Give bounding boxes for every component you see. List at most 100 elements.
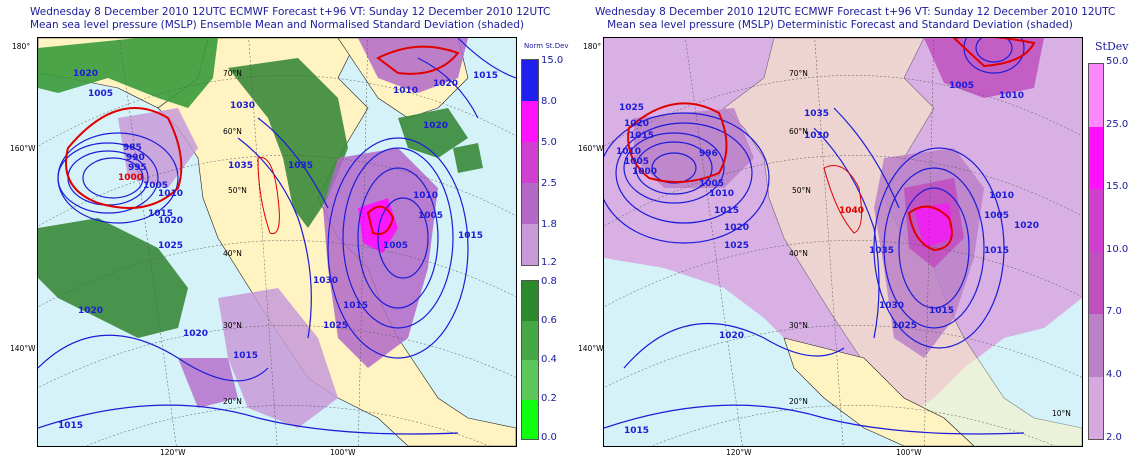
isobar-label: 1020 <box>1014 221 1039 231</box>
isobar-label: 1005 <box>699 179 724 189</box>
left-map-svg: 1020 1005 985 990 995 1000 1005 1010 101… <box>38 38 516 446</box>
isobar-label: 1015 <box>148 209 173 219</box>
colorbar-swatch <box>1089 376 1103 439</box>
right-isobar-labels: 1025 1020 1015 1010 1005 1000 996 1005 1… <box>616 81 1039 436</box>
land-mexico <box>783 337 975 446</box>
isobar-label: 1020 <box>183 329 208 339</box>
colorbar-tick: 1.2 <box>541 257 557 268</box>
isobar-label: 1010 <box>393 86 418 96</box>
left-isobars <box>38 38 516 435</box>
colorbar-swatch <box>1089 189 1103 252</box>
right-panel-title-line2: Mean sea level pressure (MSLP) Determini… <box>607 19 1073 31</box>
lon-label: 180° <box>12 42 31 51</box>
green-shade-5 <box>453 143 483 173</box>
left-map[interactable]: 1020 1005 985 990 995 1000 1005 1010 101… <box>37 37 517 447</box>
colorbar-tick: 0.6 <box>541 315 557 326</box>
colorbar-tick: 4.0 <box>1106 369 1122 380</box>
green-shade-2 <box>228 58 348 228</box>
purple-shade-1 <box>323 148 438 368</box>
right-colorbar <box>1088 63 1104 440</box>
colorbar-swatch <box>522 360 538 400</box>
colorbar-swatch <box>1089 64 1103 127</box>
lon-label: 120°W <box>726 448 752 457</box>
left-graticule <box>38 38 516 446</box>
isobar-label: 1010 <box>999 91 1024 101</box>
isobar-label: 985 <box>123 143 142 153</box>
lat-label: 60°N <box>223 127 242 136</box>
colorbar-swatch <box>522 281 538 321</box>
isobar-label: 1035 <box>228 161 253 171</box>
isobar-label: 1020 <box>158 216 183 226</box>
colorbar-swatch <box>522 320 538 360</box>
lat-label: 50°N <box>228 186 247 195</box>
colorbar-swatch <box>1089 314 1103 377</box>
right-map[interactable]: 1025 1020 1015 1010 1005 1000 996 1005 1… <box>603 37 1083 447</box>
isobar-label: 1025 <box>892 321 917 331</box>
lat-label: 70°N <box>789 69 808 78</box>
right-isobars <box>604 38 1025 435</box>
green-shade-3 <box>38 218 188 338</box>
isobar-label: 1005 <box>624 157 649 167</box>
isobar-label: 1005 <box>383 241 408 251</box>
colorbar-swatch <box>522 60 538 101</box>
colorbar-tick: 15.0 <box>1106 181 1129 192</box>
right-map-svg: 1025 1020 1015 1010 1005 1000 996 1005 1… <box>604 38 1082 446</box>
green-shade-4 <box>398 108 468 158</box>
isobar-label: 1020 <box>433 79 458 89</box>
purple-shade-4 <box>118 108 198 188</box>
colorbar-tick: 2.5 <box>541 178 557 189</box>
isobar-label: 996 <box>699 149 718 159</box>
colorbar-swatch <box>522 399 538 439</box>
lat-label: 70°N <box>223 69 242 78</box>
right-graticule <box>604 38 1082 446</box>
left-panel-title-line2: Mean sea level pressure (MSLP) Ensemble … <box>30 19 524 31</box>
isobar-label: 995 <box>128 163 147 173</box>
colorbar-swatch <box>522 142 538 183</box>
lat-label: 30°N <box>223 321 242 330</box>
isobar-label: 1025 <box>158 241 183 251</box>
left-red-contours <box>65 45 460 235</box>
lat-label: 50°N <box>792 186 811 195</box>
left-colorbar-upper <box>521 59 539 266</box>
isobar-label: 1015 <box>343 301 368 311</box>
isobar-label: 1005 <box>143 181 168 191</box>
colorbar-tick: 50.0 <box>1106 56 1129 67</box>
lat-label: 60°N <box>789 127 808 136</box>
lat-label: 30°N <box>789 321 808 330</box>
left-panel-title-line1: Wednesday 8 December 2010 12UTC ECMWF Fo… <box>30 6 551 18</box>
isobar-label: 1030 <box>804 131 829 141</box>
purple-shade-3 <box>358 38 468 93</box>
lon-label: 180° <box>583 42 602 51</box>
lat-label: 20°N <box>789 397 808 406</box>
isobar-label: 1015 <box>984 246 1009 256</box>
isobar-label: 1025 <box>323 321 348 331</box>
right-colorbar-title: StDev <box>1095 40 1129 53</box>
lon-label: 100°W <box>896 448 922 457</box>
left-colorbar-title: Norm St.Dev <box>524 42 569 50</box>
green-shade-1 <box>38 38 218 108</box>
isobar-label: 1010 <box>616 147 641 157</box>
colorbar-tick: 1.8 <box>541 219 557 230</box>
isobar-label: 1040 <box>839 206 864 216</box>
right-panel-title-line1: Wednesday 8 December 2010 12UTC ECMWF Fo… <box>595 6 1116 18</box>
purple-shade-5 <box>218 288 338 428</box>
isobar-label: 1020 <box>78 306 103 316</box>
right-red-contours <box>627 38 1036 252</box>
isobar-label: 1015 <box>473 71 498 81</box>
colorbar-tick: 0.2 <box>541 393 557 404</box>
isobar-label: 1015 <box>929 306 954 316</box>
isobar-label: 1020 <box>724 223 749 233</box>
colorbar-tick: 15.0 <box>541 55 564 66</box>
isobar-label: 1000 <box>632 167 657 177</box>
purple-shade-6 <box>178 358 238 408</box>
lat-label: 10°N <box>1052 409 1071 418</box>
isobar-label: 1015 <box>233 351 258 361</box>
lon-label: 160°W <box>10 144 36 153</box>
isobar-label: 1005 <box>418 211 443 221</box>
left-isobar-labels: 1020 1005 985 990 995 1000 1005 1010 101… <box>58 69 498 431</box>
lat-label: 40°N <box>789 249 808 258</box>
colorbar-tick: 0.4 <box>541 354 557 365</box>
isobar-label: 1020 <box>719 331 744 341</box>
isobar-label: 1015 <box>714 206 739 216</box>
isobar-label: 990 <box>126 153 145 163</box>
